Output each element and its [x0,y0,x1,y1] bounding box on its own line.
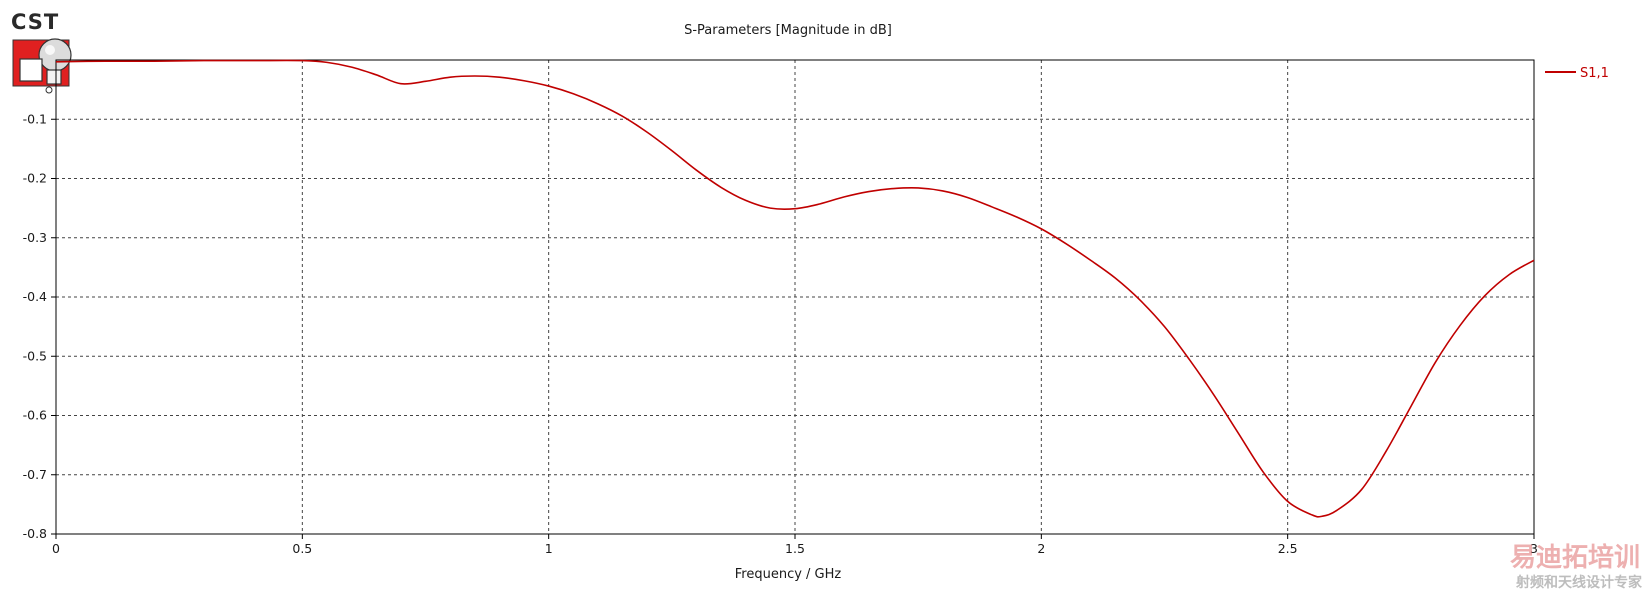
cst-logo: CST [11,10,72,94]
logo-small-cube [46,69,62,85]
logo-sphere-highlight [45,45,55,55]
legend[interactable]: S1,1 [1545,66,1609,81]
y-tick-label: -0.2 [23,171,47,186]
y-tick-label: -0.3 [23,230,47,245]
logo-sphere [38,38,72,72]
x-tick-label: 3 [1530,541,1538,556]
watermark-line1: 易迪拓培训 [1510,543,1640,573]
y-tick-label: -0.7 [23,467,47,482]
x-tick-label: 0.5 [292,541,312,556]
logo-text: CST [11,10,59,34]
series-layer [55,59,1535,518]
grid-layer [56,60,1534,534]
y-tick-label: -0.4 [23,289,47,304]
watermark-line2: 射频和天线设计专家 [1515,574,1643,591]
y-tick-label: -0.1 [23,111,47,126]
x-tick-label: 1 [545,541,553,556]
y-tick-label: -0.8 [23,526,47,541]
tick-layer: 0 0.5 1 1.5 2 2.5 3 -0.1 -0.2 -0.3 -0.4 -0.5 -0.6 -0.… [23,111,1538,556]
x-tick-label: 2.5 [1278,541,1298,556]
x-axis-label: Frequency / GHz [735,567,842,582]
x-tick-label: 2 [1037,541,1045,556]
series-line-s11 [55,59,1535,518]
cst-logo-icon [12,38,72,94]
chart-title: S-Parameters [Magnitude in dB] [684,23,892,38]
legend-label-s11: S1,1 [1580,66,1609,81]
x-tick-label: 1.5 [785,541,805,556]
y-tick-label: -0.6 [23,408,47,423]
watermark: 易迪拓培训 射频和天线设计专家 [1510,543,1643,591]
x-tick-label: 0 [52,541,60,556]
logo-small-dot [45,86,53,94]
y-tick-label: -0.5 [23,348,47,363]
logo-cube [19,58,43,82]
